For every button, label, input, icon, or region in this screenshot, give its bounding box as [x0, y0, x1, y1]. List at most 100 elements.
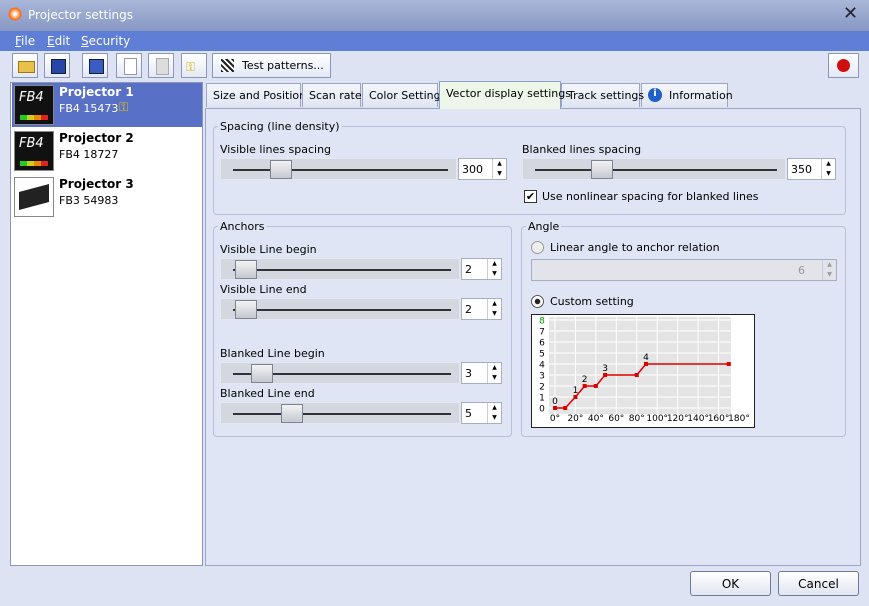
test-patterns-button[interactable]: Test patterns... — [212, 53, 331, 78]
projector-item[interactable]: FB4 Projector 1 FB4 15473 ⚿ — [12, 83, 202, 127]
checkbox-label: Use nonlinear spacing for blanked lines — [542, 190, 759, 203]
spin-box[interactable]: 5 ▲ ▼ — [461, 402, 502, 424]
icon-leds — [20, 161, 48, 166]
y-tick-label: 5 — [539, 350, 545, 360]
projector-icon: FB4 — [14, 131, 54, 171]
title-bar: Projector settings ✕ — [0, 0, 869, 31]
tab[interactable]: Color Settings — [362, 83, 446, 107]
close-button[interactable]: ✕ — [843, 3, 859, 24]
projector-name: Projector 1 — [59, 85, 134, 99]
slider[interactable] — [220, 258, 460, 280]
data-point — [643, 362, 648, 366]
radio[interactable] — [531, 241, 544, 254]
spin-value: 5 — [465, 407, 472, 420]
data-point — [582, 384, 587, 388]
radio-checked[interactable] — [531, 295, 544, 308]
point-label: 0 — [552, 397, 558, 407]
menu-item[interactable]: File — [15, 34, 36, 48]
slider[interactable] — [220, 298, 460, 320]
angle-group — [521, 226, 846, 437]
projector-item[interactable]: Projector 3 FB3 54983 — [12, 175, 202, 219]
projector-name: Projector 3 — [59, 177, 134, 191]
y-tick-label: 0 — [539, 405, 545, 415]
x-tick-label: 140° — [687, 414, 709, 424]
copy-button[interactable] — [116, 53, 142, 78]
menu-item[interactable]: Edit — [47, 34, 71, 48]
spin-box[interactable]: 350 ▲ ▼ — [787, 158, 836, 180]
test-patterns-label: Test patterns... — [242, 59, 324, 72]
icon-badge: FB4 — [19, 90, 44, 105]
key-button[interactable]: ⚿ — [181, 53, 207, 78]
field-label: Blanked Line begin — [220, 347, 325, 360]
field-label: Visible Line end — [220, 283, 307, 296]
x-tick-label: 100° — [646, 414, 668, 424]
field-label: Visible Line begin — [220, 243, 317, 256]
group-title: Anchors — [218, 220, 267, 233]
disk-icon — [89, 59, 104, 74]
device-image — [19, 183, 49, 211]
y-tick-label: 6 — [539, 339, 545, 349]
data-point — [634, 373, 639, 377]
spin-value: 6 — [798, 264, 805, 277]
stop-button[interactable] — [828, 53, 859, 78]
paste-button[interactable] — [148, 53, 174, 78]
field-label: Blanked Line end — [220, 387, 315, 400]
ok-button[interactable]: OK — [690, 571, 771, 596]
spin-value: 3 — [465, 367, 472, 380]
spin-box[interactable]: 300 ▲ ▼ — [458, 158, 507, 180]
tab[interactable]: Scan rate — [302, 83, 362, 107]
point-label: 1 — [573, 386, 579, 396]
slider[interactable] — [522, 158, 786, 180]
data-point — [603, 373, 608, 377]
stop-icon — [837, 59, 850, 72]
y-tick-label: 7 — [539, 328, 545, 338]
x-tick-label: 120° — [667, 414, 689, 424]
point-label: 3 — [602, 364, 608, 374]
projector-item[interactable]: FB4 Projector 2 FB4 18727 — [12, 129, 202, 173]
open-button[interactable] — [12, 53, 38, 78]
spin-box[interactable]: 3 ▲ ▼ — [461, 362, 502, 384]
tab[interactable]: Track settings — [561, 83, 644, 107]
data-point — [726, 362, 731, 366]
tab[interactable]: Information — [641, 83, 733, 107]
cancel-button[interactable]: Cancel — [778, 571, 859, 596]
tab[interactable]: Size and Position — [206, 83, 306, 107]
radio-label: Custom setting — [550, 295, 634, 308]
icon-leds — [20, 115, 48, 120]
projector-serial: FB4 15473 — [59, 102, 119, 115]
copy-icon — [124, 58, 137, 75]
menu-item[interactable]: Security — [81, 34, 131, 48]
data-point — [563, 406, 568, 410]
field-label: Blanked lines spacing — [522, 143, 642, 156]
spin-box[interactable]: 2 ▲ ▼ — [461, 298, 502, 320]
point-label: 4 — [643, 353, 649, 363]
field-label: Visible lines spacing — [220, 143, 332, 156]
x-tick-label: 160° — [708, 414, 730, 424]
slider[interactable] — [220, 402, 460, 424]
key-icon: ⚿ — [186, 60, 196, 74]
spin-box[interactable]: 2 ▲ ▼ — [461, 258, 502, 280]
spin-value: 350 — [791, 163, 812, 176]
spin-value: 2 — [465, 263, 472, 276]
save-button[interactable] — [44, 53, 70, 78]
projector-name: Projector 2 — [59, 131, 134, 145]
slider[interactable] — [220, 158, 457, 180]
y-tick-label: 8 — [539, 317, 545, 327]
save-as-button[interactable] — [82, 53, 108, 78]
data-point — [573, 395, 578, 399]
x-tick-label: 20° — [567, 414, 583, 424]
projector-icon: FB4 — [14, 85, 54, 125]
y-tick-label: 1 — [539, 394, 545, 404]
spacing-group — [213, 126, 846, 215]
y-tick-label: 4 — [539, 361, 545, 371]
disk-icon — [51, 59, 66, 74]
icon-badge: FB4 — [19, 136, 44, 151]
slider[interactable] — [220, 362, 460, 384]
tab-active[interactable]: Vector display settings — [439, 81, 571, 109]
checkbox[interactable]: ✔ — [524, 190, 537, 203]
projector-serial: FB3 54983 — [59, 194, 119, 207]
anchors-group — [213, 226, 512, 437]
x-tick-label: 0° — [550, 414, 560, 424]
y-tick-label: 2 — [539, 383, 545, 393]
